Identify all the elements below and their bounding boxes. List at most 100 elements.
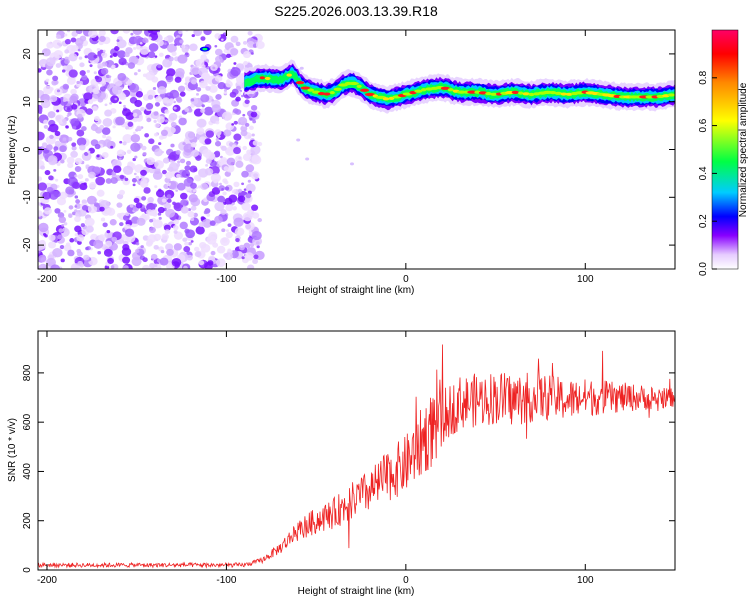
ridge-peak [560, 92, 567, 96]
spectrogram-noise-blob [173, 243, 182, 251]
spectrogram-noise-blob [227, 248, 232, 252]
spectrogram-noise-blob [166, 182, 171, 187]
spectrogram-noise-blob [183, 265, 188, 269]
spectrogram-noise-blob [184, 241, 189, 246]
spectrogram-noise-blob [299, 66, 304, 70]
spectrogram-noise-blob [165, 171, 173, 179]
spectrogram-noise-blob [222, 191, 227, 196]
spectrogram-noise-blob [202, 72, 210, 80]
spectrogram-noise-blob [141, 145, 147, 151]
spectrogram-noise-blob [305, 157, 310, 161]
spectrogram-noise-blob [242, 145, 248, 151]
spectrogram-noise-blob [140, 178, 148, 185]
ridge-peak [286, 73, 292, 77]
spectrogram-noise-blob [96, 154, 100, 158]
spectrogram-noise-blob [124, 177, 129, 182]
spectrogram-noise-blob [93, 202, 99, 207]
spectrogram-noise-blob [241, 256, 245, 260]
spectrogram-noise-blob [66, 107, 71, 111]
spectrogram-noise-blob [178, 30, 183, 35]
spectrogram-noise-blob [71, 104, 78, 110]
spectrogram-xtick-label: 100 [577, 274, 594, 285]
spectrogram-noise-blob [122, 165, 134, 175]
spectrogram-noise-blob [113, 165, 122, 173]
spectrogram-noise-blob [152, 219, 163, 229]
spectrogram-feature-core [202, 47, 208, 51]
spectrogram-ylabel: Frequency (Hz) [7, 116, 18, 185]
spectrogram-noise-blob [139, 46, 150, 55]
spectrogram-noise-blob [69, 238, 75, 243]
spectrogram-noise-blob [75, 30, 83, 35]
spectrogram-noise-blob [93, 71, 97, 75]
spectrogram-noise-blob [220, 209, 227, 215]
spectrogram-noise-blob [112, 125, 116, 129]
spectrogram-noise-blob [124, 52, 130, 58]
spectrogram-noise-blob [141, 264, 151, 269]
spectrogram-noise-blob [242, 50, 251, 59]
spectrogram-noise-blob [70, 150, 78, 158]
spectrogram-noise-blob [48, 241, 57, 249]
spectrogram-noise-blob [136, 217, 146, 226]
spectrogram-noise-blob [215, 94, 222, 100]
spectrogram-noise-blob [190, 149, 199, 157]
spectrogram-noise-blob [122, 265, 129, 269]
spectrogram-noise-blob [64, 58, 70, 65]
spectrogram-noise-blob [173, 202, 184, 212]
spectrogram-noise-blob [117, 73, 127, 81]
spectrogram-noise-blob [251, 230, 262, 241]
spectrogram-noise-blob [111, 236, 118, 242]
spectrogram-noise-blob [190, 142, 197, 148]
spectrogram-noise-blob [168, 98, 175, 104]
spectrogram-noise-blob [47, 127, 53, 132]
spectrogram-noise-blob [104, 230, 113, 239]
spectrogram-noise-blob [53, 150, 57, 153]
spectrogram-noise-blob [85, 246, 89, 251]
ridge-peak [382, 97, 390, 101]
spectrogram-noise-blob [136, 125, 142, 131]
spectrogram-noise-blob [87, 99, 94, 105]
spectrogram-noise-blob [232, 144, 237, 148]
spectrogram-noise-blob [224, 180, 229, 185]
spectrogram-noise-blob [189, 165, 198, 173]
spectrogram-noise-blob [235, 85, 241, 91]
spectrogram-noise-blob [154, 102, 160, 107]
spectrogram-noise-blob [122, 30, 131, 34]
spectrogram-noise-blob [183, 246, 191, 253]
spectrogram-noise-blob [220, 145, 227, 151]
spectrogram-noise-blob [184, 76, 191, 82]
colorbar-tick-label: 0.4 [698, 166, 709, 180]
spectrogram-noise-blob [170, 121, 177, 128]
spectrogram-noise-blob [97, 251, 102, 255]
spectrogram-noise-blob [54, 130, 61, 137]
spectrogram-noise-blob [154, 264, 158, 268]
spectrogram-noise-blob [139, 41, 143, 45]
spectrogram-noise-blob [53, 80, 59, 85]
spectrogram-noise-blob [74, 215, 81, 223]
spectrogram-noise-blob [190, 182, 197, 189]
snr-series-line [38, 344, 675, 569]
spectrogram-noise-blob [199, 80, 208, 89]
spectrogram-noise-blob [201, 64, 206, 69]
spectrogram-noise-blob [100, 67, 109, 75]
spectrogram-noise-blob [85, 108, 94, 115]
spectrogram-noise-blob [88, 171, 96, 179]
spectrogram-noise-blob [198, 260, 205, 266]
spectrogram-noise-blob [221, 228, 226, 233]
spectrogram-noise-blob [110, 30, 119, 35]
spectrogram-noise-blob [147, 51, 156, 59]
spectrogram-noise-blob [211, 187, 221, 195]
spectrogram-noise-blob [140, 245, 144, 249]
spectrogram-noise-blob [176, 182, 186, 191]
spectrogram-noise-blob [122, 244, 130, 251]
spectrogram-noise-blob [203, 106, 214, 116]
spectrogram-noise-blob [242, 40, 248, 45]
spectrogram-noise-blob [55, 34, 62, 40]
spectrogram-noise-blob [184, 107, 190, 112]
spectrogram-noise-blob [178, 117, 187, 126]
spectrogram-noise-blob [149, 262, 156, 269]
spectrogram-noise-blob [68, 53, 78, 62]
spectrogram-noise-blob [133, 197, 140, 204]
spectrogram-noise-blob [154, 148, 163, 157]
spectrogram-noise-blob [96, 48, 101, 52]
spectrogram-noise-blob [130, 142, 141, 152]
